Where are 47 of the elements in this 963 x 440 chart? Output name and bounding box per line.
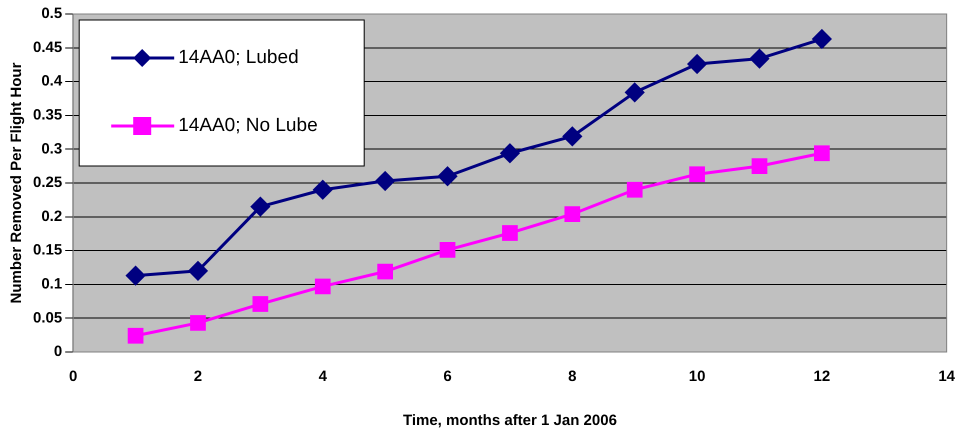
point — [188, 261, 208, 280]
point — [128, 328, 144, 344]
point — [440, 242, 456, 258]
point — [376, 171, 395, 190]
point — [502, 225, 518, 241]
point — [750, 49, 769, 68]
legend-label: 14AA0; No Lube — [178, 115, 318, 136]
point — [626, 182, 643, 198]
point — [689, 166, 705, 182]
y-tick-label: 0.5 — [41, 5, 62, 22]
y-tick-label: 0.25 — [32, 174, 62, 192]
y-axis-title: Number Removed Per Flight Hour — [8, 62, 26, 304]
point — [688, 54, 707, 74]
x-tick-label: 10 — [688, 368, 706, 386]
point — [377, 264, 394, 280]
point — [562, 126, 582, 146]
point — [812, 30, 832, 49]
point — [190, 315, 206, 331]
y-tick-label: 0.35 — [32, 106, 62, 124]
point — [564, 206, 580, 222]
point — [126, 266, 146, 286]
x-tick-label: 12 — [814, 368, 830, 386]
y-tick-label: 0.2 — [41, 208, 62, 225]
y-tick-label: 0.1 — [41, 276, 62, 293]
point — [313, 180, 332, 200]
y-tick-label: 0 — [54, 343, 62, 360]
point — [814, 145, 830, 162]
point — [252, 296, 268, 312]
x-tick-label: 4 — [318, 368, 328, 386]
point — [500, 144, 520, 163]
y-tick-label: 0.4 — [41, 72, 63, 90]
x-tick-label: 6 — [443, 368, 452, 386]
point — [752, 158, 768, 174]
x-tick-label: 0 — [69, 368, 78, 386]
x-tick-label: 14 — [938, 368, 956, 386]
y-tick-label: 0.15 — [32, 242, 62, 259]
y-tick-label: 0.45 — [32, 38, 62, 56]
y-tick-label: 0.05 — [32, 309, 62, 326]
y-tick-label: 0.3 — [41, 140, 62, 158]
point — [625, 82, 644, 102]
legend-label: 14AA0; Lubed — [178, 47, 299, 68]
point — [438, 166, 458, 186]
x-tick-label: 2 — [194, 368, 202, 386]
point — [250, 197, 270, 216]
point — [314, 278, 331, 294]
x-tick-label: 8 — [568, 368, 576, 386]
x-axis-title: Time, months after 1 Jan 2006 — [402, 412, 617, 430]
